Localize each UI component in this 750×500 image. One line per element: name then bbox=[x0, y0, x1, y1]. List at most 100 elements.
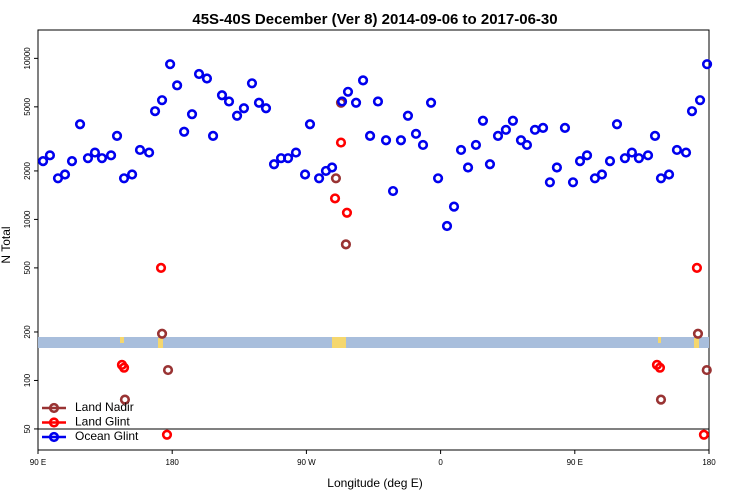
y-tick-label: 10000 bbox=[23, 47, 32, 70]
point bbox=[299, 169, 311, 180]
point bbox=[521, 139, 533, 151]
x-tick-label: 90 W bbox=[297, 458, 316, 467]
point bbox=[633, 153, 645, 164]
point bbox=[402, 110, 414, 121]
point bbox=[207, 130, 219, 142]
point bbox=[156, 328, 168, 339]
point bbox=[143, 147, 155, 158]
point bbox=[342, 86, 354, 97]
y-tick-label: 500 bbox=[23, 261, 32, 275]
point bbox=[357, 75, 369, 86]
point bbox=[335, 137, 347, 148]
point bbox=[149, 106, 161, 117]
point bbox=[537, 122, 549, 134]
y-tick-label: 5000 bbox=[23, 97, 32, 115]
y-tick-label: 1000 bbox=[23, 210, 32, 228]
point bbox=[326, 162, 338, 173]
point bbox=[380, 135, 392, 146]
x-axis-label: Longitude (deg E) bbox=[327, 476, 422, 490]
point bbox=[156, 95, 168, 106]
point bbox=[701, 59, 713, 70]
point bbox=[162, 364, 174, 376]
point bbox=[336, 96, 348, 107]
point bbox=[559, 122, 571, 134]
point bbox=[470, 139, 482, 151]
point bbox=[663, 169, 675, 180]
point bbox=[330, 173, 342, 184]
point bbox=[680, 147, 692, 158]
x-tick-label: 0 bbox=[438, 458, 443, 467]
point bbox=[350, 97, 362, 108]
point bbox=[161, 429, 173, 440]
point bbox=[441, 220, 453, 232]
point bbox=[260, 103, 272, 114]
point bbox=[432, 173, 444, 184]
point bbox=[484, 159, 496, 170]
point bbox=[462, 162, 474, 173]
point bbox=[551, 162, 563, 173]
point bbox=[619, 153, 631, 164]
point bbox=[604, 156, 616, 167]
map-land bbox=[158, 338, 163, 348]
point bbox=[654, 362, 666, 373]
point bbox=[655, 173, 667, 184]
point bbox=[282, 153, 294, 164]
map-strip bbox=[38, 337, 709, 348]
point bbox=[694, 95, 706, 106]
point bbox=[417, 139, 429, 151]
y-tick-label: 2000 bbox=[23, 161, 32, 179]
point bbox=[238, 103, 250, 114]
point bbox=[395, 135, 407, 146]
point bbox=[126, 169, 138, 180]
point bbox=[410, 128, 422, 139]
point bbox=[642, 150, 654, 161]
map-land bbox=[694, 338, 699, 348]
chart-title: 45S-40S December (Ver 8) 2014-09-06 to 2… bbox=[192, 11, 557, 28]
point bbox=[329, 193, 341, 204]
point bbox=[649, 130, 661, 142]
legend-marker bbox=[48, 431, 60, 443]
y-tick-label: 200 bbox=[23, 325, 32, 339]
point bbox=[500, 124, 512, 135]
point bbox=[155, 262, 167, 273]
point bbox=[253, 97, 265, 108]
point bbox=[186, 109, 198, 120]
legend-label: Land Glint bbox=[75, 415, 130, 429]
point bbox=[313, 173, 325, 184]
legend-label: Land Nadir bbox=[75, 400, 134, 414]
point bbox=[596, 169, 608, 180]
point bbox=[105, 150, 117, 161]
x-tick-label: 90 E bbox=[30, 458, 46, 467]
legend-label: Ocean Glint bbox=[75, 429, 139, 443]
point bbox=[364, 130, 376, 142]
point bbox=[66, 156, 78, 167]
x-tick-label: 180 bbox=[166, 458, 180, 467]
point bbox=[44, 150, 56, 161]
point bbox=[118, 173, 130, 184]
map-land bbox=[658, 337, 661, 343]
point bbox=[611, 119, 623, 130]
point bbox=[529, 124, 541, 135]
point bbox=[477, 115, 489, 126]
point bbox=[118, 362, 130, 373]
x-tick-label: 90 E bbox=[567, 458, 583, 467]
point bbox=[172, 80, 183, 91]
point bbox=[74, 119, 86, 130]
point bbox=[193, 68, 205, 80]
point bbox=[179, 126, 190, 137]
point bbox=[340, 239, 352, 250]
point bbox=[304, 119, 316, 130]
point bbox=[686, 106, 698, 117]
point bbox=[223, 96, 235, 107]
point bbox=[671, 144, 683, 156]
point bbox=[231, 110, 243, 121]
point bbox=[544, 177, 555, 188]
point bbox=[387, 185, 399, 197]
point bbox=[567, 177, 579, 188]
point bbox=[82, 153, 94, 164]
point bbox=[119, 394, 131, 405]
legend-marker bbox=[48, 402, 60, 414]
map-land bbox=[332, 337, 346, 348]
x-tick-label: 180 bbox=[702, 458, 716, 467]
